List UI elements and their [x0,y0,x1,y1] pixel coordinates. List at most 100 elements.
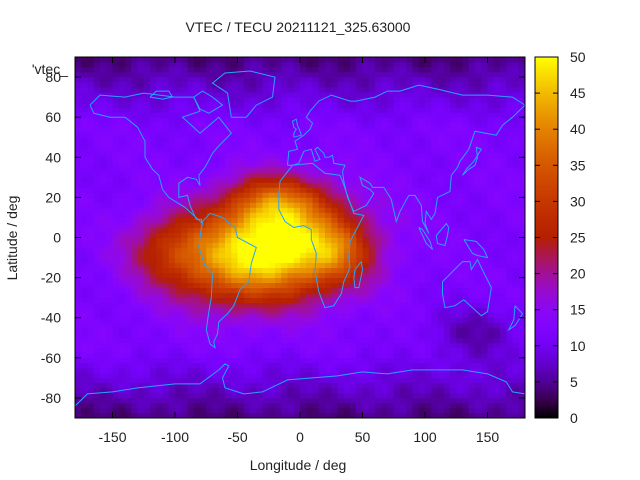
heatmap-cell [100,117,107,123]
heatmap-cell [393,57,401,63]
heatmap-cell [437,352,445,359]
heatmap-cell [162,82,170,88]
heatmap-cell [218,412,226,419]
heatmap-cell [393,182,401,188]
heatmap-cell [118,92,126,98]
heatmap-cell [156,192,163,198]
heatmap-cell [350,172,357,178]
heatmap-cell [493,252,501,258]
heatmap-cell [362,357,370,364]
heatmap-cell [450,182,457,188]
heatmap-cell [462,212,470,218]
heatmap-cell [193,272,201,279]
heatmap-cell [218,307,226,314]
heatmap-cell [312,412,320,419]
heatmap-cell [281,372,288,379]
heatmap-cell [206,387,213,394]
heatmap-cell [487,187,495,193]
heatmap-cell [162,232,170,238]
heatmap-cell [162,132,170,138]
heatmap-cell [312,202,320,208]
heatmap-cell [187,292,195,299]
heatmap-cell [306,397,313,404]
heatmap-cell [81,77,88,83]
heatmap-cell [250,157,257,163]
heatmap-cell [143,162,151,168]
heatmap-cell [206,257,213,263]
heatmap-cell [462,297,470,304]
heatmap-cell [237,92,245,98]
heatmap-cell [81,387,88,394]
heatmap-cell [93,387,101,394]
heatmap-cell [381,332,388,339]
heatmap-cell [437,92,445,98]
heatmap-cell [312,407,320,414]
heatmap-cell [256,302,263,309]
heatmap-cell [175,67,182,73]
heatmap-cell [337,237,345,243]
heatmap-cell [262,122,270,128]
heatmap-cell [431,202,438,208]
heatmap-cell [300,382,307,389]
heatmap-cell [118,107,126,113]
heatmap-cell [275,272,282,279]
heatmap-cell [400,257,407,263]
heatmap-cell [250,172,257,178]
heatmap-cell [187,267,195,273]
heatmap-cell [443,107,451,113]
heatmap-cell [156,147,163,153]
heatmap-cell [481,97,488,103]
heatmap-cell [381,72,388,78]
heatmap-cell [450,347,457,354]
heatmap-cell [393,112,401,118]
heatmap-cell [462,412,470,419]
heatmap-cell [212,347,220,354]
heatmap-cell [118,132,126,138]
heatmap-cell [325,87,332,93]
heatmap-cell [337,232,345,238]
heatmap-cell [75,132,82,138]
heatmap-cell [212,62,220,68]
heatmap-cell [162,87,170,93]
heatmap-cell [337,82,345,88]
heatmap-cell [275,332,282,339]
heatmap-cell [225,197,232,203]
heatmap-cell [293,272,301,279]
heatmap-cell [462,402,470,409]
heatmap-cell [450,282,457,289]
heatmap-cell [443,342,451,349]
heatmap-cell [306,262,313,268]
heatmap-cell [418,402,426,409]
heatmap-cell [218,77,226,83]
heatmap-cell [287,332,295,339]
heatmap-cell [256,232,263,238]
heatmap-cell [100,127,107,133]
heatmap-cell [300,252,307,258]
heatmap-cell [356,127,363,133]
heatmap-cell [325,342,332,349]
heatmap-cell [231,167,238,173]
heatmap-cell [456,292,463,299]
heatmap-cell [81,307,88,314]
heatmap-cell [250,317,257,324]
heatmap-cell [318,197,326,203]
heatmap-cell [406,307,413,314]
heatmap-cell [187,127,195,133]
heatmap-cell [118,347,126,354]
heatmap-cell [393,132,401,138]
heatmap-cell [368,97,376,103]
heatmap-cell [387,377,395,384]
heatmap-cell [431,382,438,389]
heatmap-cell [343,127,351,133]
heatmap-cell [112,387,120,394]
heatmap-cell [343,412,351,419]
heatmap-cell [162,262,170,268]
heatmap-cell [437,302,445,309]
heatmap-cell [437,287,445,294]
heatmap-cell [100,332,107,339]
heatmap-cell [293,347,301,354]
heatmap-cell [81,247,88,253]
heatmap-cell [443,162,451,168]
heatmap-cell [150,292,157,299]
heatmap-cell [368,242,376,248]
